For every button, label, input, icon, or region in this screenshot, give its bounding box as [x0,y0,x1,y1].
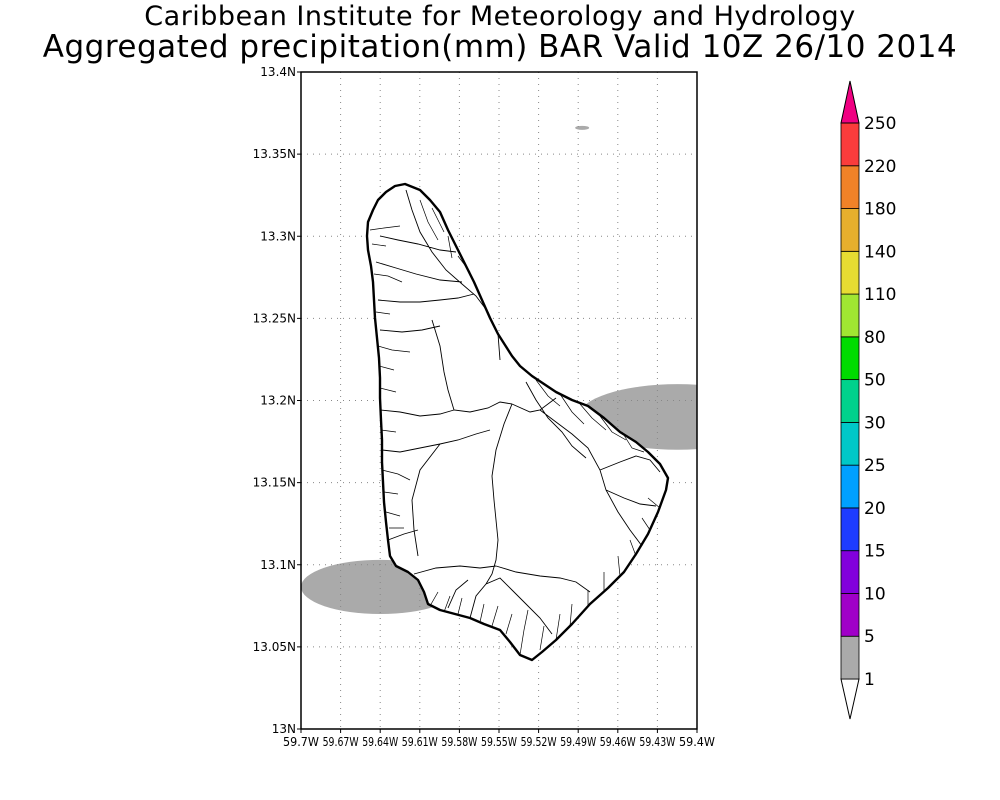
lon-tick-label: 59.43W [639,735,675,749]
colorbar-label: 140 [864,242,896,262]
lon-tick-label: 59.52W [521,735,557,749]
colorbar-segment [840,208,860,252]
barbados-island[interactable] [365,182,670,662]
colorbar-label: 110 [864,285,896,305]
longitude-tick-labels: 59.7W 59.67W 59.64W 59.61W 59.58W 59.55W 59.52… [283,729,715,749]
lon-tick-label: 59.58W [441,735,477,749]
colorbar-segment [840,336,860,381]
colorbar-segment [840,635,860,680]
lat-tick-label: 13.1N [260,558,296,572]
river-streams [369,199,661,656]
lon-tick-label: 59.61W [402,735,438,749]
parish-boundaries [375,189,661,635]
lon-tick-label: 59.67W [323,735,359,749]
colorbar-segment [840,122,860,167]
lat-tick-label: 13.35N [253,147,296,161]
colorbar-label: 50 [864,371,886,391]
colorbar-label: 1 [864,670,875,690]
colorbar-above-triangle [840,80,860,124]
colorbar-label: 25 [864,456,886,476]
offshore-rain-speck [575,125,590,130]
colorbar-label: 30 [864,413,886,433]
colorbar-label: 180 [864,200,896,220]
lat-tick-label: 13N [272,722,296,736]
colorbar-segment [840,421,860,466]
barbados-coastline [365,182,670,662]
lon-tick-label: 59.4W [679,735,715,749]
colorbar-segment [840,165,860,209]
lon-tick-label: 59.46W [600,735,636,749]
lon-tick-label: 59.49W [560,735,596,749]
colorbar-segment [840,293,860,338]
lat-tick-label: 13.25N [253,311,296,325]
colorbar-label: 5 [864,627,875,647]
colorbar-label: 250 [864,114,896,134]
colorbar-segment [840,464,860,509]
lon-tick-label: 59.55W [481,735,517,749]
chart-title-product: Aggregated precipitation(mm) BAR Valid 1… [42,29,958,65]
lat-tick-label: 13.4N [260,65,296,79]
colorbar-below-triangle [840,678,860,720]
latitude-tick-labels: 13N 13.05N 13.1N 13.15N 13.2N 13.25N 13.3N 13.3… [253,65,301,736]
colorbar-label: 15 [864,542,886,562]
lon-tick-label: 59.7W [283,735,319,749]
lat-tick-label: 13.2N [260,394,296,408]
colorbar-segment [840,250,860,295]
colorbar-label: 80 [864,328,886,348]
colorbar-segment [840,593,860,637]
colorbar-label: 220 [864,157,896,177]
lon-tick-label: 59.64W [362,735,398,749]
lat-tick-label: 13.05N [253,640,296,654]
colorbar-segment [840,550,860,594]
colorbar-label: 10 [864,584,886,604]
colorbar-label: 20 [864,499,886,519]
lat-tick-label: 13.3N [260,229,296,243]
colorbar-segment [840,507,860,552]
colorbar-segment [840,379,860,423]
lat-tick-label: 13.15N [253,476,296,490]
chart-title-institute: Caribbean Institute for Meteorology and … [144,1,856,32]
